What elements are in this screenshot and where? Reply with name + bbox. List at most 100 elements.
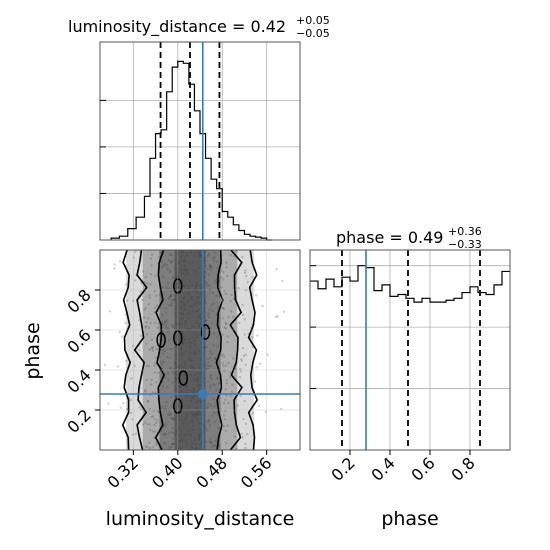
sample-point	[212, 256, 216, 259]
sample-point	[163, 320, 166, 324]
sample-point	[185, 443, 188, 446]
sample-point	[209, 267, 212, 270]
sample-point	[153, 289, 156, 293]
sample-point	[190, 359, 193, 362]
sample-point	[181, 279, 184, 283]
sample-point	[212, 344, 215, 347]
sample-point	[113, 267, 116, 270]
sample-point	[148, 294, 151, 297]
sample-point	[181, 250, 184, 253]
sample-point	[198, 413, 201, 416]
sample-point	[161, 286, 164, 289]
sample-point	[231, 383, 234, 386]
sample-point	[193, 325, 196, 328]
sample-point	[160, 260, 163, 263]
sample-point	[151, 446, 155, 449]
sample-point	[119, 406, 122, 409]
sample-point	[174, 298, 177, 301]
sample-point	[198, 422, 201, 425]
contour-line	[215, 249, 224, 451]
sample-point	[241, 313, 245, 317]
sample-point	[256, 334, 259, 337]
sample-point	[154, 306, 157, 310]
contour-island	[178, 370, 189, 386]
sample-point	[193, 343, 197, 346]
sample-point	[160, 405, 164, 408]
sample-point	[206, 267, 209, 271]
sample-point	[174, 276, 177, 279]
sample-point	[163, 425, 166, 428]
sample-point	[175, 274, 178, 278]
sample-point	[160, 430, 163, 433]
sample-point	[197, 412, 200, 415]
sample-point	[183, 265, 186, 269]
sample-point	[144, 276, 147, 279]
sample-point	[192, 311, 195, 314]
sample-point	[143, 308, 146, 311]
sample-point	[149, 428, 152, 432]
sample-point	[211, 322, 214, 325]
sample-point	[156, 347, 159, 350]
sample-point	[192, 389, 195, 392]
sample-point	[192, 413, 195, 416]
sample-point	[225, 379, 229, 382]
sample-point	[224, 364, 227, 367]
sample-point	[166, 371, 169, 375]
sample-point	[190, 341, 193, 345]
sample-point	[180, 348, 183, 351]
sample-point	[120, 335, 124, 338]
sample-point	[179, 386, 182, 389]
sample-point	[213, 405, 216, 408]
sample-point	[157, 411, 160, 414]
sample-point	[208, 316, 211, 319]
sample-point	[185, 268, 189, 271]
sample-point	[129, 411, 133, 415]
sample-point	[146, 282, 149, 285]
sample-point	[169, 260, 173, 263]
sample-point	[182, 424, 185, 428]
sample-point	[154, 362, 157, 365]
sample-point	[165, 319, 169, 322]
sample-point	[203, 290, 206, 293]
sample-point	[212, 302, 215, 305]
sample-point	[177, 284, 181, 287]
sample-point	[241, 347, 245, 350]
sample-point	[191, 442, 194, 445]
sample-point	[161, 367, 164, 370]
sample-point	[152, 436, 156, 439]
sample-point	[244, 363, 247, 366]
sample-point	[113, 263, 116, 266]
sample-point	[205, 281, 209, 285]
sample-point	[107, 402, 110, 405]
sample-point	[188, 292, 191, 296]
sample-point	[147, 365, 150, 368]
title-luminosity-distance: luminosity_distance = 0.42 +0.05 −0.05	[68, 14, 330, 40]
sample-point	[163, 262, 167, 266]
sample-point	[200, 400, 203, 404]
sample-point	[264, 410, 267, 413]
sample-point	[226, 274, 229, 278]
sample-point	[175, 271, 178, 275]
sample-point	[212, 443, 215, 447]
sample-point	[198, 400, 202, 403]
sample-point	[198, 253, 201, 257]
sample-point	[195, 336, 198, 339]
sample-point	[198, 434, 202, 438]
sample-point	[197, 251, 200, 254]
sample-point	[180, 318, 183, 321]
sample-point	[209, 384, 212, 387]
sample-point	[174, 311, 177, 314]
sample-point	[190, 305, 193, 308]
sample-point	[227, 316, 230, 319]
sample-point	[143, 421, 147, 424]
sample-point	[158, 293, 162, 296]
sample-point	[180, 255, 183, 258]
sample-point	[243, 271, 247, 275]
sample-point	[208, 375, 212, 379]
sample-point	[206, 364, 210, 367]
sample-point	[200, 444, 203, 447]
contour-island	[156, 332, 166, 348]
sample-point	[243, 333, 246, 336]
sample-point	[206, 254, 209, 258]
sample-point	[171, 418, 175, 421]
